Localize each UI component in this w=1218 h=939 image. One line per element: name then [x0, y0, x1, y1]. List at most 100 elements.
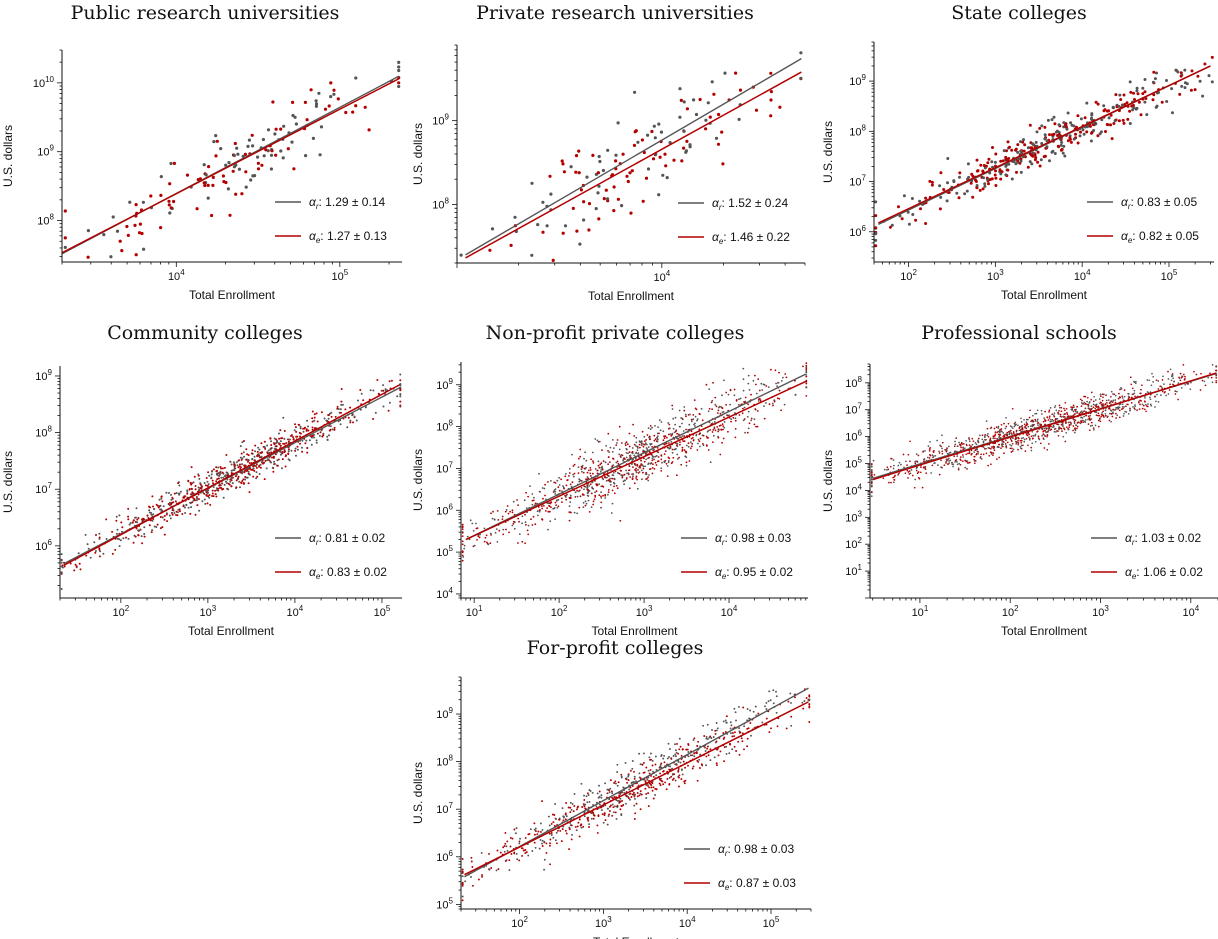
y-tick-label: 109	[35, 368, 52, 383]
point-expenditure	[291, 434, 293, 436]
point-revenue	[632, 473, 634, 475]
point-expenditure	[958, 171, 961, 174]
point-revenue	[582, 218, 585, 221]
point-expenditure	[638, 472, 640, 474]
point-expenditure	[1021, 440, 1023, 442]
point-revenue	[1143, 101, 1146, 104]
point-expenditure	[1085, 130, 1088, 133]
point-revenue	[874, 200, 877, 203]
point-revenue	[61, 562, 63, 564]
point-expenditure	[207, 184, 210, 187]
point-expenditure	[64, 209, 67, 212]
point-revenue	[1165, 79, 1168, 82]
point-revenue	[295, 448, 297, 450]
point-revenue	[227, 187, 230, 190]
point-expenditure	[138, 534, 140, 536]
point-expenditure	[1144, 90, 1147, 93]
point-revenue	[622, 476, 624, 478]
point-revenue	[289, 439, 291, 441]
point-expenditure	[579, 449, 581, 451]
point-revenue	[270, 448, 272, 450]
point-revenue	[967, 460, 969, 462]
point-expenditure	[658, 456, 660, 458]
point-expenditure	[214, 154, 217, 157]
point-expenditure	[1067, 139, 1070, 142]
point-revenue	[275, 442, 277, 444]
point-revenue	[954, 444, 956, 446]
point-expenditure	[1049, 410, 1051, 412]
point-revenue	[1048, 159, 1051, 162]
point-revenue	[1147, 403, 1149, 405]
point-expenditure	[645, 793, 647, 795]
point-revenue	[613, 447, 615, 449]
point-expenditure	[222, 472, 224, 474]
point-revenue	[280, 440, 282, 442]
point-revenue	[211, 471, 213, 473]
point-expenditure	[759, 390, 761, 392]
point-revenue	[168, 211, 171, 214]
point-revenue	[548, 502, 550, 504]
point-revenue	[1141, 87, 1144, 90]
point-revenue	[1189, 388, 1191, 390]
point-revenue	[721, 394, 723, 396]
point-revenue	[765, 702, 767, 704]
point-expenditure	[668, 424, 670, 426]
point-expenditure	[1080, 398, 1082, 400]
point-revenue	[568, 827, 570, 829]
point-expenditure	[1048, 419, 1050, 421]
point-revenue	[735, 720, 737, 722]
point-expenditure	[1005, 426, 1007, 428]
point-expenditure	[192, 493, 194, 495]
point-revenue	[719, 406, 721, 408]
point-expenditure	[1006, 432, 1008, 434]
point-expenditure	[211, 495, 213, 497]
point-expenditure	[502, 516, 504, 518]
point-expenditure	[1060, 428, 1062, 430]
point-revenue	[1001, 441, 1003, 443]
point-expenditure	[784, 373, 786, 375]
point-expenditure	[1102, 396, 1104, 398]
legend-label: αe: 0.83 ± 0.02	[309, 565, 387, 581]
point-expenditure	[509, 511, 511, 513]
point-revenue	[672, 452, 674, 454]
point-revenue	[625, 803, 627, 805]
point-expenditure	[561, 840, 563, 842]
point-revenue	[120, 539, 122, 541]
point-expenditure	[987, 428, 989, 430]
point-expenditure	[269, 438, 271, 440]
point-expenditure	[769, 98, 772, 101]
point-expenditure	[1167, 371, 1169, 373]
point-expenditure	[1076, 428, 1078, 430]
point-revenue	[208, 497, 210, 499]
point-revenue	[911, 469, 913, 471]
point-expenditure	[622, 153, 625, 156]
point-expenditure	[651, 460, 653, 462]
point-revenue	[1051, 150, 1054, 153]
point-revenue	[237, 464, 239, 466]
point-expenditure	[933, 451, 935, 453]
point-revenue	[551, 834, 553, 836]
point-expenditure	[770, 369, 772, 371]
point-expenditure	[592, 473, 594, 475]
point-expenditure	[189, 513, 191, 515]
point-expenditure	[943, 464, 945, 466]
point-revenue	[964, 467, 966, 469]
point-expenditure	[627, 180, 630, 183]
point-expenditure	[215, 496, 217, 498]
point-revenue	[936, 440, 938, 442]
point-expenditure	[1129, 408, 1131, 410]
point-expenditure	[1085, 403, 1087, 405]
point-revenue	[496, 528, 498, 530]
point-expenditure	[585, 478, 587, 480]
point-revenue	[1147, 391, 1149, 393]
point-expenditure	[678, 748, 680, 750]
point-expenditure	[505, 529, 507, 531]
point-revenue	[1026, 421, 1028, 423]
point-revenue	[236, 153, 239, 156]
point-revenue	[338, 408, 340, 410]
y-tick-label: 106	[849, 224, 866, 239]
point-revenue	[986, 435, 988, 437]
point-expenditure	[639, 467, 641, 469]
point-expenditure	[306, 452, 308, 454]
point-expenditure	[1121, 408, 1123, 410]
